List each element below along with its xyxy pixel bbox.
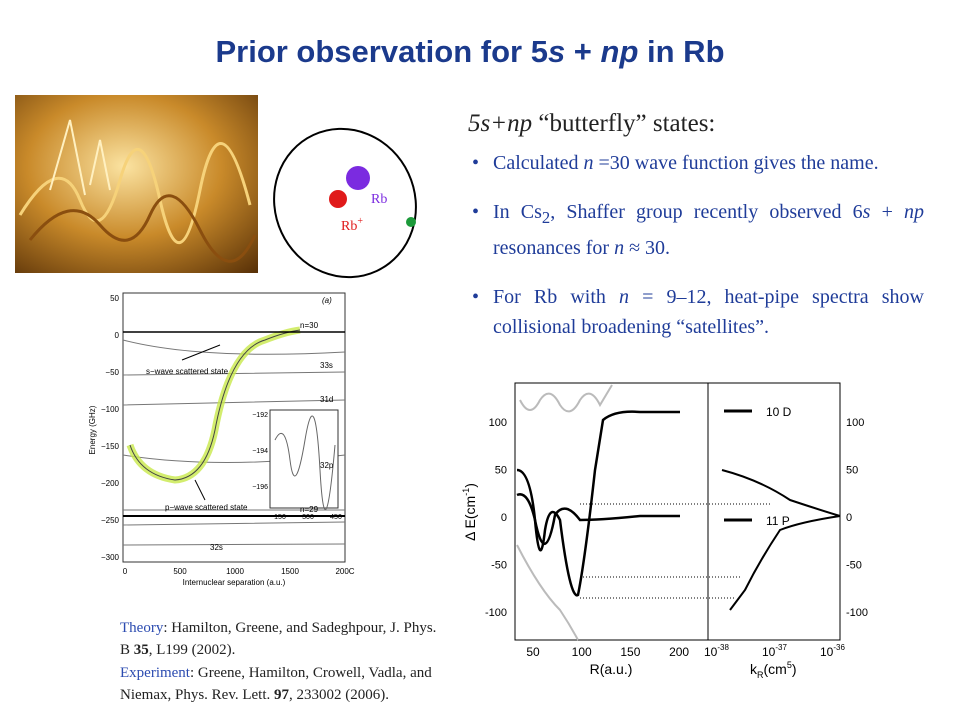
y-tick-label: −250 — [101, 516, 120, 525]
level-label: n=29 — [300, 505, 319, 514]
rb-ion-label: Rb+ — [341, 216, 363, 234]
bullet: Calculated n =30 wave function gives the… — [472, 148, 924, 178]
legend-label: 11 P — [766, 514, 790, 528]
kr-label-part: (cm — [764, 661, 787, 677]
inset-y-tick: −192 — [252, 412, 268, 419]
y2-tick-label: -100 — [846, 607, 868, 619]
y2-tick-label: 100 — [846, 417, 864, 429]
y-tick-label: −300 — [101, 553, 120, 562]
kr-tick-base: 10 — [704, 645, 718, 659]
wavefunction-image — [15, 95, 258, 273]
y-label-sup: -1 — [461, 488, 471, 496]
x-tick-label: 50 — [526, 645, 540, 659]
level-label: 32p — [320, 461, 334, 470]
x-axis-label: R(a.u.) — [590, 661, 633, 677]
kr-label-part: 5 — [787, 660, 792, 670]
kr-tick-exp: -36 — [833, 643, 845, 652]
y-label-part: ) — [462, 483, 478, 488]
p-wave-label: p−wave scattered state — [165, 503, 248, 512]
rb-label: Rb — [371, 192, 387, 207]
x-tick-label: 200C — [335, 567, 354, 576]
reference: Experiment: Greene, Hamilton, Crowell, V… — [120, 665, 432, 703]
kr-label-part: R — [757, 670, 764, 680]
level-label: n=30 — [300, 321, 319, 330]
y-tick-label: −50 — [105, 368, 119, 377]
y-tick-label: -50 — [491, 560, 507, 572]
legend-label: 10 D — [766, 405, 792, 419]
level-label: 31d — [320, 395, 333, 404]
y2-tick-label: -50 — [846, 560, 862, 572]
y-tick-label: 50 — [495, 465, 507, 477]
y-tick-label: 100 — [489, 417, 507, 429]
x-tick-label: 1000 — [226, 567, 244, 576]
kr-label-part: k — [750, 661, 758, 677]
reference: Theory: Hamilton, Greene, and Sadeghpour… — [120, 620, 437, 658]
level-label: 33s — [320, 361, 333, 370]
x-tick-label: 150 — [620, 645, 640, 659]
inset-y-tick: −194 — [252, 448, 268, 455]
y-tick-label: −100 — [101, 405, 120, 414]
inset-x-tick: 150 — [274, 514, 286, 521]
bullet: For Rb with n = 9–12, heat-pipe spectra … — [472, 282, 924, 342]
y-label-part: Δ E(cm — [462, 496, 478, 541]
inset-x-tick: 450 — [330, 514, 342, 521]
kr-tick-label: 10-38 — [704, 643, 729, 659]
kr-label-part: ) — [792, 661, 797, 677]
atom-diagram: Rb Rb+ — [273, 127, 417, 279]
y-axis-label: Δ E(cm-1) — [461, 483, 478, 541]
panel-label: (a) — [322, 296, 332, 305]
x-tick-label: 200 — [669, 645, 689, 659]
bullet: In Cs2, Shaffer group recently observed … — [472, 197, 924, 263]
x-tick-label: 0 — [123, 567, 128, 576]
y-tick-label: 50 — [110, 294, 119, 303]
heading: 5s+np “butterfly” states: — [468, 110, 716, 137]
x-axis-label: Internuclear separation (a.u.) — [183, 578, 286, 587]
bullet-list: Calculated n =30 wave function gives the… — [472, 148, 924, 361]
inset-y-tick: −196 — [252, 484, 268, 491]
slide-title: Prior observation for 5s + np in Rb — [215, 34, 725, 69]
y2-tick-label: 0 — [846, 512, 852, 524]
kr-axis-label: kR(cm5) — [750, 660, 797, 680]
x-tick-label: 100 — [572, 645, 592, 659]
x-tick-label: 1500 — [281, 567, 299, 576]
kr-tick-base: 10 — [820, 645, 834, 659]
kr-tick-label: 10-36 — [820, 643, 845, 659]
y-tick-label: -100 — [485, 607, 507, 619]
y-tick-label: −150 — [101, 442, 120, 451]
y-tick-label: −200 — [101, 479, 120, 488]
y-axis-label: Energy (GHz) — [88, 405, 97, 454]
y-tick-label: 0 — [115, 331, 120, 340]
kr-tick-label: 10-37 — [762, 643, 787, 659]
kr-tick-exp: -38 — [717, 643, 729, 652]
inset-x-tick: 300 — [302, 514, 314, 521]
kr-tick-exp: -37 — [775, 643, 787, 652]
kr-tick-base: 10 — [762, 645, 776, 659]
y-tick-label: 0 — [501, 512, 507, 524]
x-tick-label: 500 — [173, 567, 187, 576]
y2-tick-label: 50 — [846, 465, 858, 477]
level-label: 32s — [210, 543, 223, 552]
s-wave-label: s−wave scattered state — [146, 367, 229, 376]
